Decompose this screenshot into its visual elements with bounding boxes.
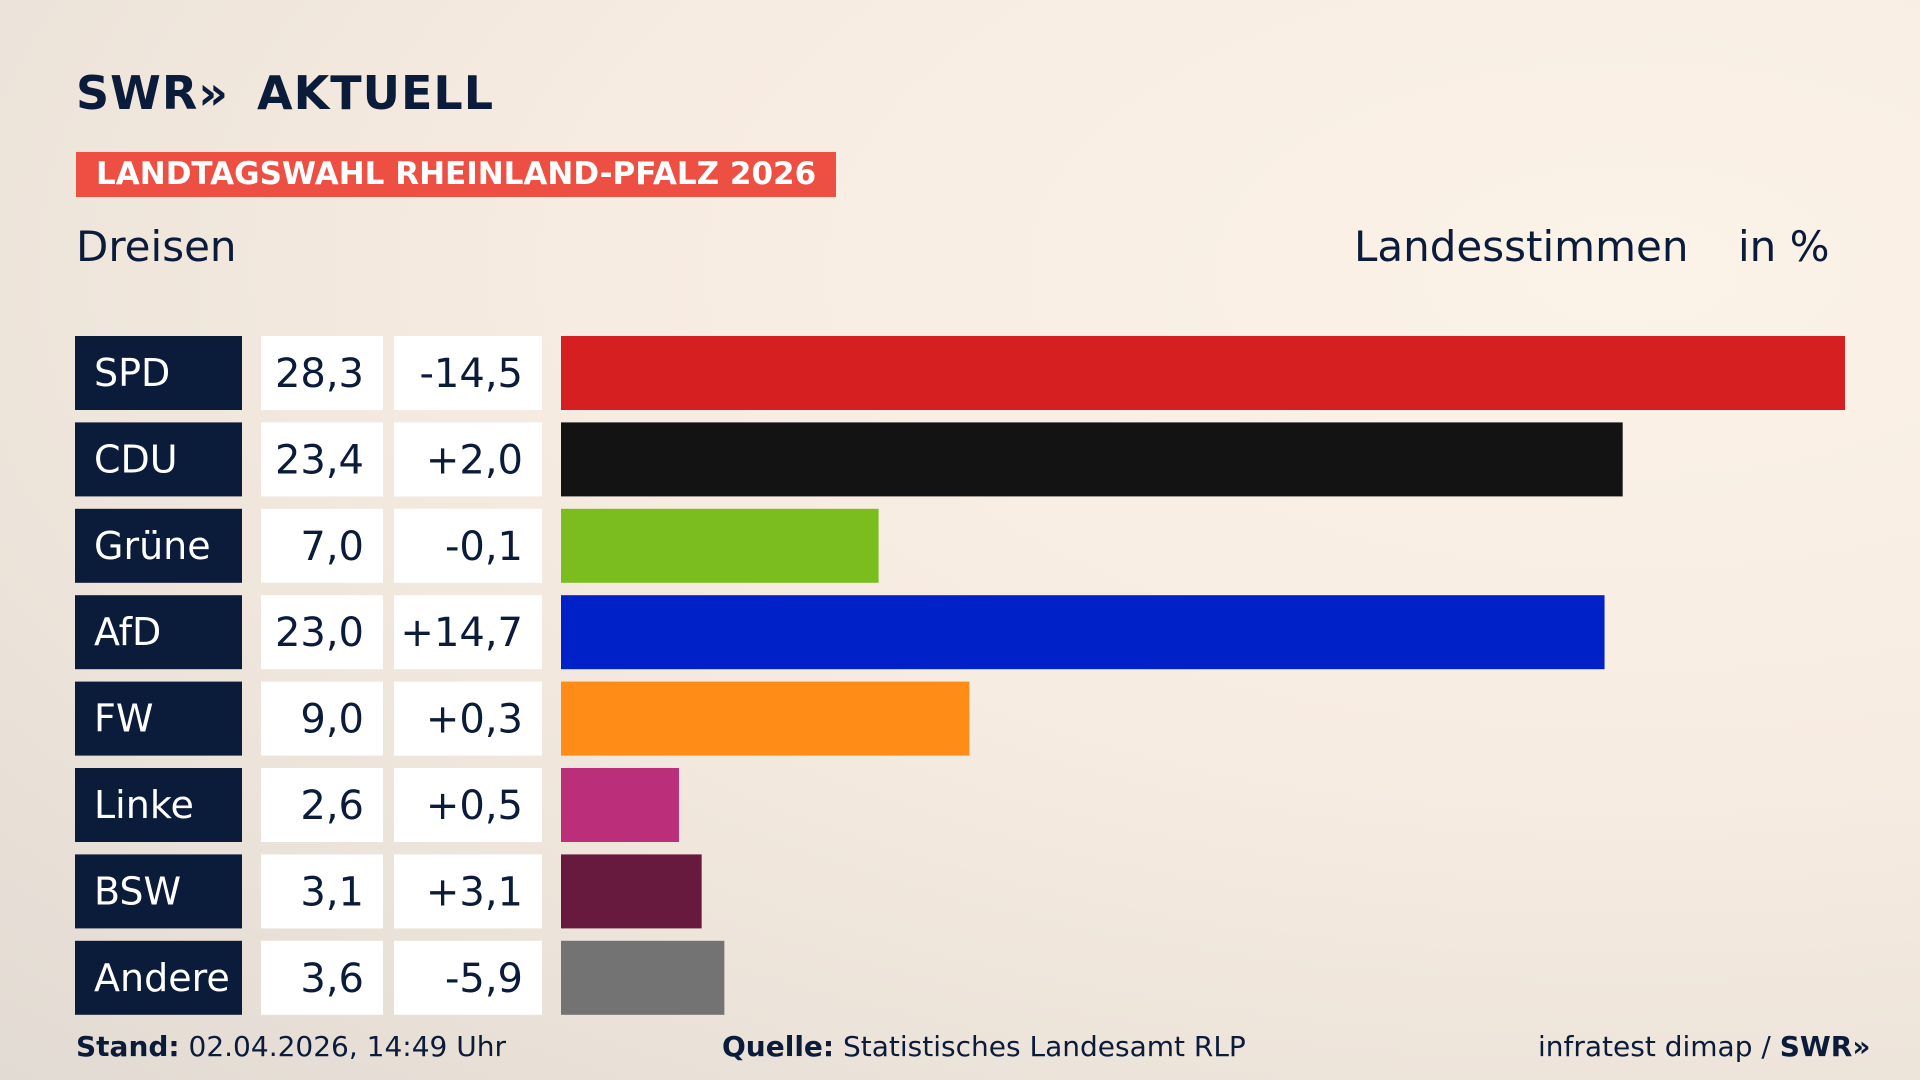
- value-box: [261, 768, 383, 842]
- footer-credit: infratest dimap / SWR»: [1538, 1030, 1870, 1063]
- change-box: [394, 768, 542, 842]
- value-label: 9,0: [300, 697, 364, 743]
- change-box: [394, 595, 542, 670]
- source-value: Statistisches Landesamt RLP: [843, 1030, 1246, 1063]
- brand-text: AKTUELL: [257, 66, 495, 120]
- change-label: +3,1: [426, 869, 523, 915]
- footer-source: Quelle: Statistisches Landesamt RLP: [722, 1030, 1246, 1063]
- bar: [561, 681, 970, 756]
- bar: [561, 768, 679, 842]
- chart-row: BSW 3,1 +3,1: [75, 854, 702, 929]
- value-label: 2,6: [300, 783, 364, 829]
- change-label: -0,1: [445, 524, 523, 570]
- change-box: [394, 336, 542, 410]
- change-label: +0,5: [426, 783, 523, 829]
- change-label: +0,3: [426, 697, 523, 743]
- value-box: [261, 508, 383, 583]
- party-label: Grüne: [94, 524, 211, 568]
- party-label-box: [75, 336, 242, 410]
- party-label: BSW: [94, 869, 181, 913]
- bar: [561, 854, 702, 929]
- party-label: SPD: [94, 351, 170, 395]
- bar: [561, 940, 725, 1015]
- change-box: [394, 940, 542, 1015]
- value-label: 28,3: [275, 351, 364, 397]
- value-label: 7,0: [300, 524, 364, 570]
- change-label: -14,5: [420, 351, 524, 397]
- chart-row: Linke 2,6 +0,5: [75, 768, 679, 842]
- value-box: [261, 681, 383, 756]
- party-label-box: [75, 508, 242, 583]
- chart-row: SPD 28,3 -14,5: [75, 336, 1845, 410]
- change-box: [394, 681, 542, 756]
- party-label-box: [75, 422, 242, 497]
- party-label: FW: [94, 697, 153, 741]
- chart-row: FW 9,0 +0,3: [75, 681, 970, 756]
- bar: [561, 336, 1845, 410]
- chart-row: CDU 23,4 +2,0: [75, 422, 1623, 497]
- value-label: 23,4: [275, 437, 364, 483]
- party-label-box: [75, 768, 242, 842]
- footer-stand: Stand: 02.04.2026, 14:49 Uhr: [76, 1030, 506, 1063]
- value-box: [261, 595, 383, 670]
- party-label-box: [75, 595, 242, 670]
- change-box: [394, 508, 542, 583]
- value-label: 3,6: [300, 956, 364, 1002]
- source-label: Quelle:: [722, 1030, 835, 1063]
- election-banner: LANDTAGSWAHL RHEINLAND-PFALZ 2026: [76, 152, 837, 197]
- change-label: -5,9: [445, 956, 523, 1002]
- change-label: +2,0: [426, 437, 523, 483]
- value-box: [261, 336, 383, 410]
- chart-row: Andere 3,6 -5,9: [75, 940, 725, 1015]
- swr-aktuell-logo: SWR» AKTUELL: [76, 66, 494, 120]
- value-box: [261, 422, 383, 497]
- change-label: +14,7: [400, 610, 523, 656]
- party-label: AfD: [94, 610, 161, 654]
- party-label: Andere: [94, 956, 230, 1000]
- chart-row: Grüne 7,0 -0,1: [75, 508, 879, 583]
- bar: [561, 595, 1605, 670]
- value-box: [261, 940, 383, 1015]
- stand-label: Stand:: [76, 1030, 180, 1063]
- value-label: 23,0: [275, 610, 364, 656]
- unit-label: in %: [1738, 222, 1830, 271]
- stand-value: 02.04.2026, 14:49 Uhr: [188, 1030, 506, 1063]
- value-label: 3,1: [300, 869, 364, 915]
- value-box: [261, 854, 383, 929]
- change-box: [394, 854, 542, 929]
- region-title: Dreisen: [76, 222, 237, 271]
- credit-chevron-icon: »: [1852, 1030, 1871, 1063]
- party-label-box: [75, 940, 242, 1015]
- credit-swr-logo: SWR: [1779, 1030, 1853, 1063]
- party-label-box: [75, 681, 242, 756]
- credit-text: infratest dimap /: [1538, 1030, 1771, 1063]
- party-label: Linke: [94, 783, 194, 827]
- metric-label: Landesstimmen: [1354, 222, 1689, 271]
- bar: [561, 422, 1623, 497]
- change-box: [394, 422, 542, 497]
- bar: [561, 508, 879, 583]
- party-label-box: [75, 854, 242, 929]
- party-label: CDU: [94, 437, 178, 481]
- chart-row: AfD 23,0 +14,7: [75, 595, 1605, 670]
- swr-logo-text: SWR: [76, 66, 199, 120]
